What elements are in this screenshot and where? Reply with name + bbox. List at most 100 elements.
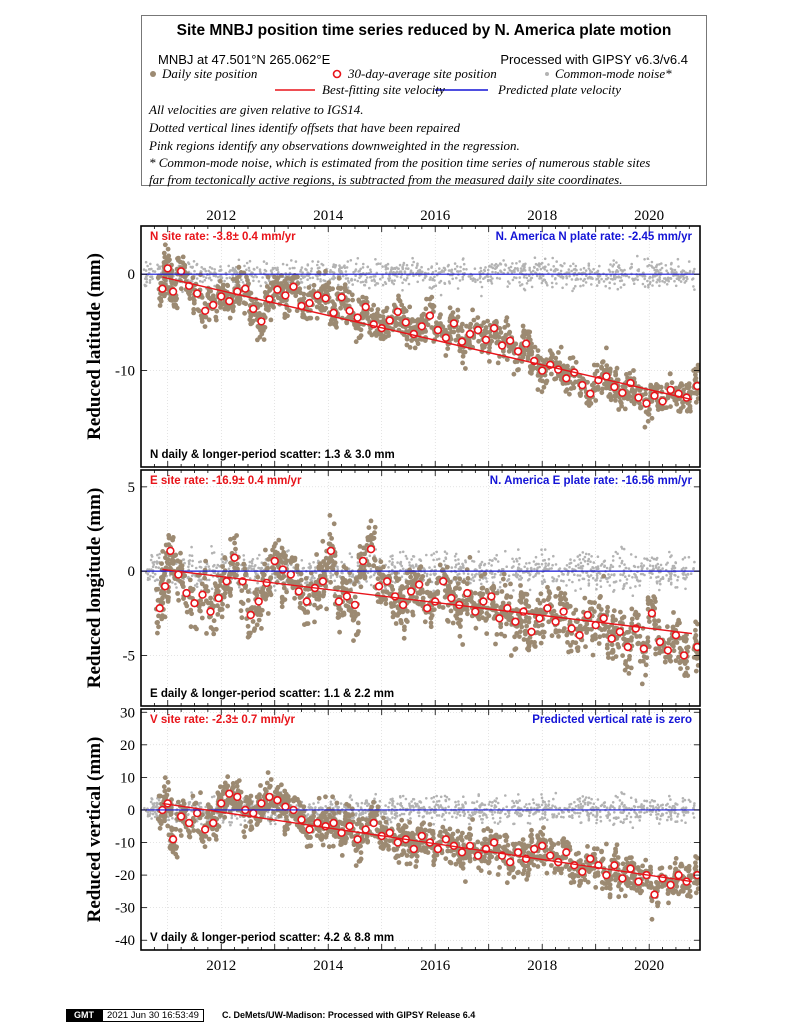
daily-position-point: [242, 566, 248, 572]
common-mode-point: [333, 579, 337, 583]
daily-position-point: [695, 663, 700, 668]
common-mode-point: [634, 555, 638, 559]
common-mode-point: [350, 555, 354, 559]
common-mode-point: [618, 564, 621, 568]
daily-position-point: [590, 652, 596, 658]
daily-position-point: [404, 336, 410, 342]
common-mode-point: [384, 268, 388, 271]
daily-position-point: [553, 355, 559, 361]
daily-position-point: [344, 320, 350, 326]
common-mode-point: [220, 276, 223, 280]
common-mode-point: [193, 269, 196, 273]
common-mode-point: [245, 261, 249, 265]
avg-position-point: [353, 313, 362, 322]
x-tick-label: 2012: [206, 208, 236, 224]
common-mode-point: [592, 561, 596, 564]
common-mode-point: [403, 270, 407, 273]
common-mode-point: [692, 567, 695, 571]
daily-position-point: [320, 593, 326, 599]
daily-position-point: [178, 579, 183, 584]
common-mode-point: [152, 563, 155, 566]
common-mode-point: [457, 562, 461, 565]
daily-position-point: [605, 604, 610, 610]
common-mode-point: [417, 270, 420, 273]
daily-position-point: [508, 653, 514, 658]
legend-cm-label: Common-mode noise*: [555, 66, 672, 81]
common-mode-point: [401, 567, 405, 571]
daily-position-point: [453, 337, 459, 343]
common-mode-point: [365, 580, 368, 583]
common-mode-point: [518, 281, 521, 284]
daily-position-point: [361, 545, 366, 551]
daily-position-point: [498, 330, 504, 335]
common-mode-point: [622, 586, 625, 590]
avg-position-point: [481, 335, 491, 344]
common-mode-point: [544, 568, 547, 572]
common-mode-point: [590, 283, 593, 286]
daily-position-point: [347, 578, 353, 583]
common-mode-point: [681, 558, 685, 561]
common-mode-point: [439, 279, 443, 283]
y-tick-label: -10: [115, 364, 135, 380]
common-mode-point: [473, 278, 477, 281]
common-mode-point: [358, 269, 362, 273]
common-mode-point: [676, 575, 680, 579]
daily-position-point: [463, 366, 468, 371]
common-mode-point: [483, 563, 486, 567]
common-mode-point: [209, 271, 212, 274]
common-mode-point: [658, 588, 661, 592]
common-mode-point: [566, 271, 570, 274]
daily-position-point: [181, 596, 186, 601]
common-mode-point: [506, 271, 510, 275]
common-mode-point: [652, 557, 656, 561]
daily-position-point: [695, 650, 700, 656]
daily-position-point: [655, 407, 661, 412]
daily-position-point: [165, 246, 171, 252]
daily-position-point: [314, 596, 320, 602]
daily-position-point: [506, 348, 512, 354]
common-mode-point: [151, 575, 155, 579]
daily-position-point: [327, 531, 333, 537]
common-mode-point: [688, 269, 692, 273]
daily-position-point: [529, 341, 534, 347]
common-mode-point: [506, 280, 510, 283]
common-mode-point: [643, 285, 647, 288]
daily-position-point: [407, 304, 413, 310]
daily-position-point: [656, 403, 661, 409]
avg-position-point: [634, 393, 643, 402]
common-mode-point: [646, 264, 649, 268]
common-mode-point: [142, 268, 146, 271]
common-mode-point: [641, 282, 645, 286]
common-mode-point: [579, 268, 583, 271]
daily-position-point: [249, 297, 255, 303]
daily-position-point: [470, 307, 475, 313]
common-mode-point: [391, 557, 394, 561]
common-mode-point: [571, 567, 574, 571]
daily-position-point: [235, 561, 240, 567]
common-mode-point: [411, 263, 414, 267]
daily-position-point: [468, 321, 474, 327]
common-mode-point: [533, 266, 536, 269]
common-mode-point: [191, 559, 194, 563]
daily-position-point: [236, 274, 242, 279]
common-mode-point: [144, 260, 148, 264]
common-mode-point: [676, 578, 679, 582]
common-mode-point: [616, 270, 620, 273]
common-mode-point: [636, 278, 639, 282]
daily-position-point: [319, 303, 325, 309]
daily-position-point: [434, 333, 440, 338]
common-mode-point: [659, 582, 662, 586]
daily-position-point: [314, 552, 319, 557]
x-tick-label: 2018: [527, 208, 557, 224]
avg-position-point: [666, 385, 675, 395]
common-mode-point: [154, 565, 158, 569]
common-mode-point: [683, 556, 687, 559]
legend-note-5: far from tectonically active regions, is…: [149, 172, 623, 187]
daily-position-point: [669, 380, 675, 386]
common-mode-point: [584, 281, 588, 284]
daily-position-point: [614, 377, 620, 383]
y-tick-label: 0: [128, 267, 136, 283]
common-mode-point: [573, 559, 576, 562]
common-mode-point: [450, 268, 454, 272]
daily-position-point: [676, 617, 681, 623]
